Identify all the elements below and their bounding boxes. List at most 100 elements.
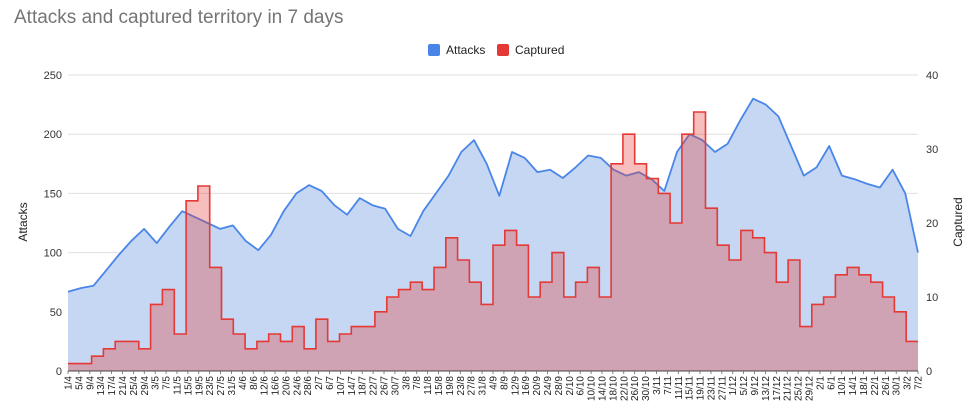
x-tick-label: 29/12 (805, 376, 816, 401)
x-tick-label: 27/8 (467, 376, 478, 396)
x-tick-label: 7/2 (914, 376, 925, 390)
x-tick-label: 12/6 (260, 376, 271, 396)
x-tick-label: 18/7 (358, 376, 369, 396)
x-tick-label: 10/1 (837, 376, 848, 396)
x-tick-label: 19/8 (445, 376, 456, 396)
x-tick-label: 9/12 (750, 376, 761, 396)
legend: Attacks Captured (428, 43, 564, 57)
x-tick-label: 17/12 (772, 376, 783, 401)
y-left-tick-label: 150 (44, 188, 62, 200)
x-tick-label: 26/7 (380, 376, 391, 396)
x-tick-label: 4/9 (489, 376, 500, 390)
x-tick-label: 14/1 (848, 376, 859, 396)
legend-label-captured: Captured (515, 43, 564, 57)
x-tick-label: 3/5 (151, 376, 162, 390)
x-tick-label: 14/10 (598, 376, 609, 401)
x-tick-label: 24/9 (543, 376, 554, 396)
x-tick-label: 18/1 (859, 376, 870, 396)
y-left-tick-label: 100 (44, 248, 62, 260)
x-tick-label: 7/8 (412, 376, 423, 390)
chart-title: Attacks and captured territory in 7 days (14, 7, 344, 28)
x-tick-label: 9/4 (85, 376, 96, 390)
legend-swatch-captured (497, 44, 509, 56)
x-tick-label: 21/4 (118, 376, 129, 396)
y-axis-left-label: Attacks (16, 202, 30, 241)
x-tick-label: 22/7 (369, 376, 380, 396)
x-tick-label: 6/1 (826, 376, 837, 390)
x-tick-label: 23/8 (456, 376, 467, 396)
x-tick-label: 3/11 (652, 376, 663, 395)
x-tick-label: 31/8 (478, 376, 489, 396)
x-tick-label: 28/6 (303, 376, 314, 396)
x-tick-label: 13/4 (96, 376, 107, 396)
x-tick-label: 8/9 (499, 376, 510, 390)
x-tick-label: 12/9 (510, 376, 521, 396)
x-tick-label: 11/5 (173, 376, 184, 395)
x-tick-label: 17/4 (107, 376, 118, 396)
x-tick-label: 23/11 (706, 376, 717, 401)
x-tick-label: 19/5 (194, 376, 205, 396)
x-tick-label: 29/4 (140, 376, 151, 396)
x-tick-label: 15/8 (434, 376, 445, 396)
x-tick-label: 27/11 (717, 376, 728, 401)
y-axis-right-label: Captured (951, 197, 965, 246)
x-tick-label: 26/1 (881, 376, 892, 396)
x-tick-label: 16/6 (271, 376, 282, 396)
x-tick-label: 7/11 (663, 376, 674, 395)
y-right-tick-label: 30 (926, 144, 938, 156)
x-tick-label: 10/7 (336, 376, 347, 396)
x-tick-label: 22/1 (870, 376, 881, 396)
x-tick-label: 6/7 (325, 376, 336, 390)
x-tick-label: 14/7 (347, 376, 358, 396)
x-tick-label: 26/10 (630, 376, 641, 401)
y-right-tick-label: 20 (926, 218, 938, 230)
x-tick-label: 19/11 (696, 376, 707, 401)
x-tick-label: 30/10 (641, 376, 652, 401)
x-tick-label: 1/12 (728, 376, 739, 396)
x-tick-label: 5/12 (739, 376, 750, 396)
x-tick-label: 3/8 (401, 376, 412, 390)
x-tick-label: 5/4 (74, 376, 85, 390)
legend-label-attacks: Attacks (446, 43, 485, 57)
x-tick-label: 11/11 (674, 376, 685, 400)
y-right-tick-label: 10 (926, 292, 938, 304)
y-left-tick-label: 200 (44, 129, 62, 141)
x-tick-label: 2/1 (815, 376, 826, 390)
x-tick-label: 24/6 (292, 376, 303, 396)
x-tick-label: 11/8 (423, 376, 434, 395)
y-left-tick-label: 250 (44, 70, 62, 82)
captured-line (68, 111, 918, 365)
x-tick-label: 3/2 (903, 376, 914, 390)
x-tick-label: 7/5 (162, 376, 173, 390)
x-tick-label: 18/10 (608, 376, 619, 401)
x-tick-label: 22/10 (619, 376, 630, 401)
x-tick-label: 8/6 (249, 376, 260, 390)
x-tick-label: 25/4 (129, 376, 140, 396)
x-tick-label: 4/6 (238, 376, 249, 390)
y-left-tick-label: 0 (56, 366, 62, 378)
x-tick-label: 20/6 (281, 376, 292, 396)
x-tick-label: 31/5 (227, 376, 238, 396)
series-areas (67, 97, 919, 371)
x-tick-label: 28/9 (554, 376, 565, 396)
x-tick-label: 2/7 (314, 376, 325, 390)
x-tick-label: 6/10 (576, 376, 587, 396)
x-tick-label: 1/4 (64, 376, 75, 390)
legend-swatch-attacks (428, 44, 440, 56)
x-tick-label: 21/12 (783, 376, 794, 401)
y-right-tick-label: 0 (926, 366, 932, 378)
y-right-tick-label: 40 (926, 70, 938, 82)
x-tick-label: 15/11 (685, 376, 696, 401)
x-tick-label: 20/9 (532, 376, 543, 396)
x-tick-label: 10/10 (587, 376, 598, 401)
x-tick-label: 23/5 (205, 376, 216, 396)
x-tick-label: 30/7 (390, 376, 401, 396)
x-tick-label: 27/5 (216, 376, 227, 396)
x-tick-label: 16/9 (521, 376, 532, 396)
x-tick-label: 15/5 (183, 376, 194, 396)
y-left-tick-label: 50 (50, 307, 62, 319)
x-tick-label: 25/12 (794, 376, 805, 401)
x-tick-label: 13/12 (761, 376, 772, 401)
